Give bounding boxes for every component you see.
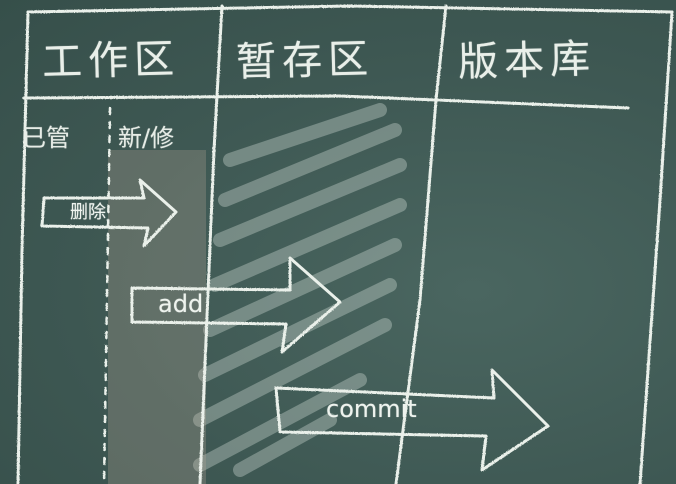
right-border [638, 10, 674, 484]
label-tracked: 已管 [22, 124, 70, 152]
header-working-area: 工作区 [41, 36, 181, 86]
header-staging-area: 暂存区 [235, 36, 375, 86]
arrow-add-label: add [158, 290, 204, 318]
left-border [16, 10, 30, 484]
divider-2 [394, 4, 448, 484]
working-new-strip [108, 150, 206, 484]
arrow-commit-label: commit [326, 395, 417, 423]
divider-1 [198, 4, 224, 484]
label-new-modified: 新/修 [118, 124, 175, 152]
header-repository: 版本库 [457, 36, 597, 86]
working-dotted-divider [102, 106, 112, 484]
staging-shading [193, 103, 407, 477]
arrow-add [130, 256, 342, 354]
header-divider [22, 94, 630, 110]
arrow-commit [274, 368, 550, 472]
arrow-1 [40, 178, 178, 248]
arrow-1-label: 删除 [70, 202, 106, 223]
top-border [26, 4, 674, 14]
